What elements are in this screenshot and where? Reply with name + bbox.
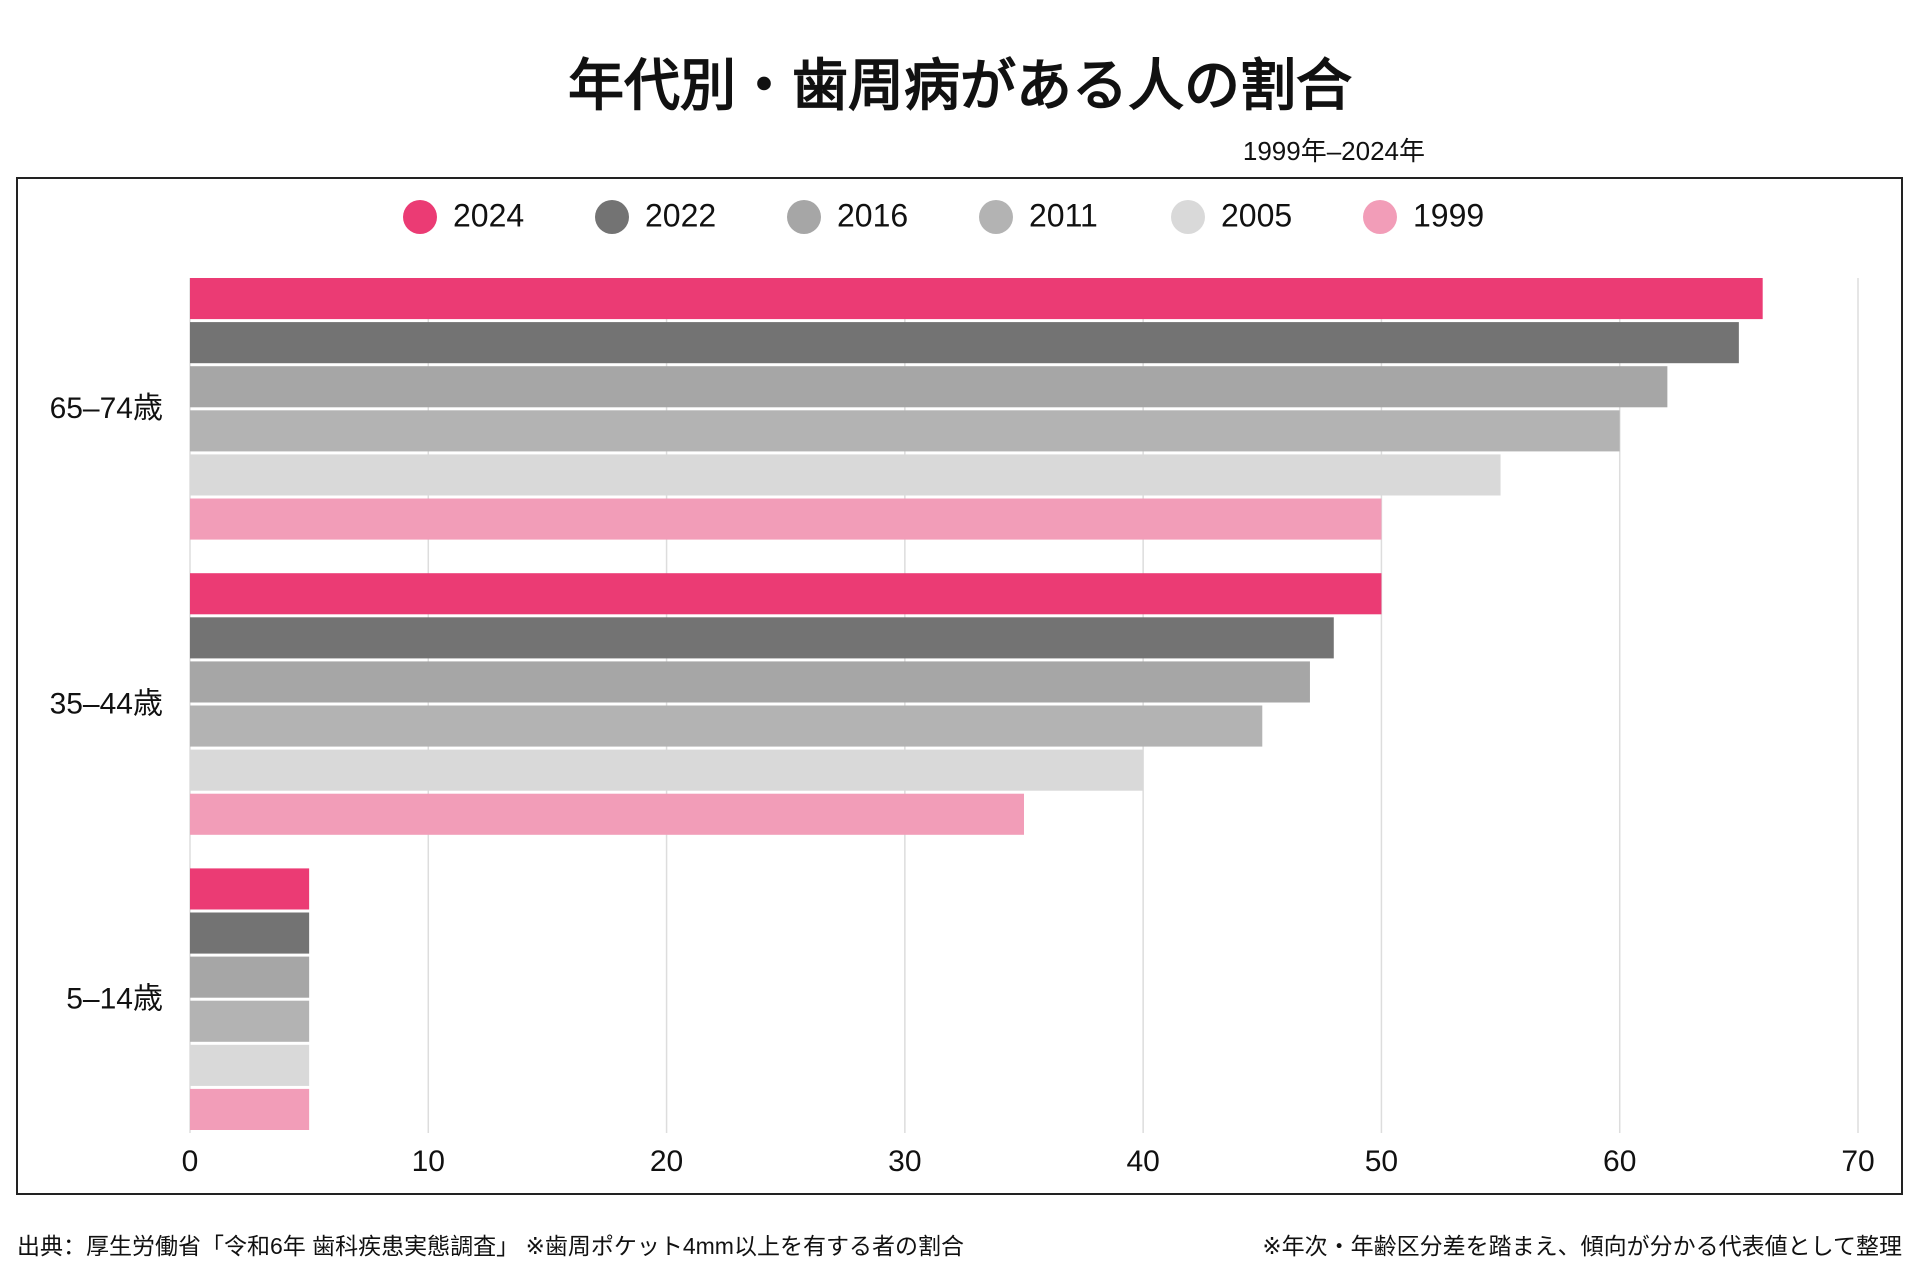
bar [190, 793, 1024, 835]
legend-marker [787, 200, 821, 234]
x-tick-label: 0 [182, 1145, 199, 1178]
bar [190, 956, 310, 998]
bar [190, 410, 1620, 452]
bar [190, 749, 1144, 791]
x-tick-label: 30 [888, 1145, 921, 1178]
bar [190, 1044, 310, 1086]
legend-label: 2016 [837, 197, 908, 233]
bar [190, 498, 1382, 540]
legend-marker [1171, 200, 1205, 234]
bar [190, 1088, 310, 1130]
bar [190, 1000, 310, 1042]
legend-label: 2024 [453, 197, 524, 233]
bar [190, 454, 1501, 496]
chart-subtitle: 1999年–2024年 [1243, 136, 1425, 166]
x-tick-label: 10 [412, 1145, 445, 1178]
bar [190, 322, 1739, 364]
footnote: ※年次・年齢区分差を踏まえ、傾向が分かる代表値として整理 [1262, 1233, 1902, 1259]
x-tick-label: 50 [1365, 1145, 1398, 1178]
x-tick-label: 40 [1126, 1145, 1159, 1178]
x-tick-label: 20 [650, 1145, 683, 1178]
bar [190, 573, 1382, 615]
x-tick-label: 70 [1841, 1145, 1874, 1178]
x-tick-label: 60 [1603, 1145, 1636, 1178]
bar [190, 617, 1334, 659]
bar [190, 912, 310, 954]
bar [190, 366, 1668, 408]
chart-title: 年代別・歯周病がある人の割合 [568, 54, 1352, 117]
bar [190, 868, 310, 910]
legend-label: 2011 [1029, 197, 1098, 233]
source-note: 出典：厚生労働省「令和6年 歯科疾患実態調査」 ※歯周ポケット4mm以上を有する… [17, 1233, 964, 1259]
legend-label: 1999 [1413, 197, 1484, 233]
chart-frame [16, 177, 1903, 1195]
legend-label: 2022 [645, 197, 716, 233]
y-tick-label: 65–74歳 [50, 392, 163, 425]
bar [190, 705, 1263, 747]
legend-marker [595, 200, 629, 234]
legend-marker [403, 200, 437, 234]
bar [190, 661, 1310, 703]
bar [190, 278, 1763, 320]
y-tick-label: 5–14歳 [66, 983, 163, 1016]
y-tick-label: 35–44歳 [50, 687, 163, 720]
legend-label: 2005 [1221, 197, 1292, 233]
legend-marker [979, 200, 1013, 234]
legend-marker [1363, 200, 1397, 234]
